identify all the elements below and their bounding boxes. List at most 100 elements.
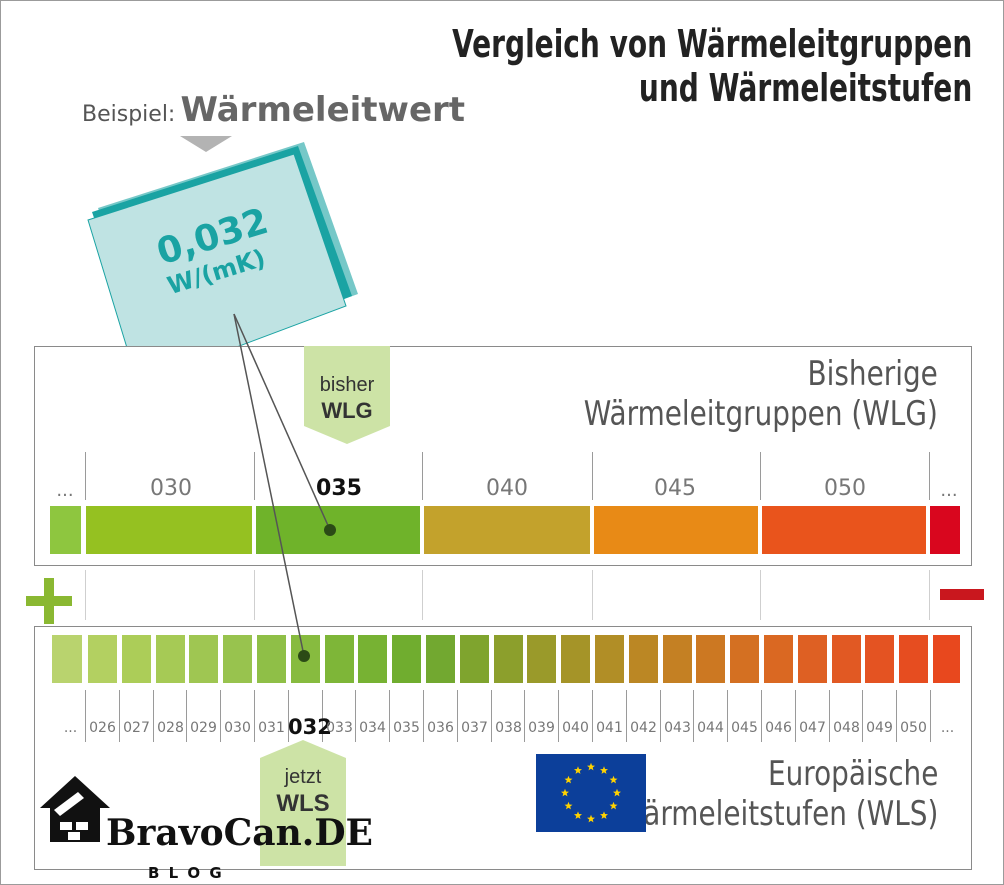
wls-tick bbox=[795, 690, 796, 742]
wlg-tick bbox=[85, 452, 86, 500]
wlg-segment bbox=[594, 506, 758, 554]
wls-segment bbox=[257, 635, 286, 683]
wls-tick bbox=[186, 690, 187, 742]
eu-star-icon bbox=[574, 766, 582, 774]
wls-segment bbox=[561, 635, 590, 683]
eu-star-icon bbox=[613, 788, 621, 797]
mid-tick bbox=[929, 570, 930, 620]
wls-tick bbox=[896, 690, 897, 742]
wls-tick bbox=[491, 690, 492, 742]
wls-title-line2: Wärmeleitstufen (WLS) bbox=[617, 794, 938, 834]
logo-sub: B L O G bbox=[148, 864, 224, 882]
mid-tick bbox=[422, 570, 423, 620]
wls-level-label: 049 bbox=[866, 720, 893, 736]
wlg-segment bbox=[762, 506, 926, 554]
wlg-tick bbox=[422, 452, 423, 500]
logo-brand: BravoCan.DE bbox=[106, 812, 373, 854]
wls-level-label: 033 bbox=[326, 720, 353, 736]
wls-segment bbox=[629, 635, 658, 683]
wls-pointer-dot bbox=[298, 650, 310, 662]
eu-star-icon bbox=[600, 766, 608, 774]
eu-star-icon bbox=[561, 788, 569, 797]
wls-segment bbox=[460, 635, 489, 683]
wls-tick bbox=[220, 690, 221, 742]
wls-tick bbox=[389, 690, 390, 742]
wls-segment bbox=[156, 635, 185, 683]
wls-title: Europäische Wärmeleitstufen (WLS) bbox=[617, 754, 938, 834]
wls-segment bbox=[189, 635, 218, 683]
wls-segment bbox=[426, 635, 455, 683]
wls-segment bbox=[764, 635, 793, 683]
wlg-ellipsis-left: ... bbox=[56, 480, 74, 501]
wls-level-label: 028 bbox=[157, 720, 184, 736]
wlg-title-line2: Wärmeleitgruppen (WLG) bbox=[583, 394, 938, 434]
wlg-marker-line2: WLG bbox=[321, 398, 373, 423]
wls-tick bbox=[423, 690, 424, 742]
wlg-tick bbox=[592, 452, 593, 500]
wls-segment bbox=[798, 635, 827, 683]
wls-tick bbox=[626, 690, 627, 742]
eu-star-icon bbox=[587, 762, 595, 771]
main-title-line1: Vergleich von Wärmeleitgruppen bbox=[451, 22, 972, 66]
wls-level-label: 035 bbox=[393, 720, 420, 736]
wls-level-label: 031 bbox=[258, 720, 285, 736]
main-title: Vergleich von Wärmeleitgruppen und Wärme… bbox=[452, 22, 972, 110]
plus-icon bbox=[26, 578, 72, 624]
wls-segment bbox=[730, 635, 759, 683]
wlg-segment bbox=[424, 506, 590, 554]
wls-segment bbox=[325, 635, 354, 683]
insulation-board-icon bbox=[87, 142, 358, 385]
wls-marker-shape bbox=[260, 740, 346, 866]
wlg-tick bbox=[254, 452, 255, 500]
wlg-segment bbox=[50, 506, 81, 554]
wls-title-line1: Europäische bbox=[767, 754, 938, 794]
wls-tick bbox=[119, 690, 120, 742]
wls-level-label: 041 bbox=[596, 720, 623, 736]
wlg-group-label-selected: 035 bbox=[316, 476, 362, 501]
wls-level-label: 042 bbox=[630, 720, 657, 736]
mid-tick bbox=[760, 570, 761, 620]
eu-star-icon bbox=[609, 801, 618, 810]
wls-level-label: 027 bbox=[123, 720, 150, 736]
wls-tick bbox=[592, 690, 593, 742]
wls-tick bbox=[862, 690, 863, 742]
wls-level-label: 026 bbox=[89, 720, 116, 736]
eu-star-icon bbox=[564, 775, 573, 784]
wls-segment bbox=[899, 635, 928, 683]
wls-level-label: 045 bbox=[731, 720, 758, 736]
example-arrow-icon bbox=[180, 136, 232, 152]
wls-level-label: 040 bbox=[562, 720, 589, 736]
wlg-title: Bisherige Wärmeleitgruppen (WLG) bbox=[584, 354, 938, 434]
house-logo-icon bbox=[40, 776, 110, 842]
wls-level-label: 036 bbox=[427, 720, 454, 736]
wls-tick bbox=[85, 690, 86, 742]
wlg-marker-shape bbox=[304, 346, 390, 444]
wls-level-label: 038 bbox=[495, 720, 522, 736]
wls-tick bbox=[558, 690, 559, 742]
wls-ellipsis-left: ... bbox=[63, 720, 78, 736]
mid-tick bbox=[254, 570, 255, 620]
wls-marker-line1: jetzt bbox=[284, 766, 322, 788]
wls-segment bbox=[494, 635, 523, 683]
wls-tick bbox=[254, 690, 255, 742]
wlg-group-label: 030 bbox=[150, 476, 192, 501]
wls-segment bbox=[88, 635, 117, 683]
wlg-group-label: 040 bbox=[486, 476, 528, 501]
example-prefix: Beispiel: bbox=[82, 102, 176, 127]
wlg-segment-selected bbox=[256, 506, 420, 554]
eu-star-icon bbox=[600, 811, 608, 819]
wls-tick bbox=[355, 690, 356, 742]
minus-icon bbox=[940, 589, 984, 600]
wls-segment bbox=[832, 635, 861, 683]
wls-level-label: 029 bbox=[190, 720, 217, 736]
wlg-group-label: 050 bbox=[824, 476, 866, 501]
wls-segment bbox=[663, 635, 692, 683]
wls-tick bbox=[930, 690, 931, 742]
wlg-tick bbox=[929, 452, 930, 500]
wls-level-label: 037 bbox=[461, 720, 488, 736]
wls-marker-line2: WLS bbox=[276, 790, 330, 817]
wls-level-label: 043 bbox=[664, 720, 691, 736]
wlg-group-label: 045 bbox=[654, 476, 696, 501]
wls-level-label: 039 bbox=[528, 720, 555, 736]
